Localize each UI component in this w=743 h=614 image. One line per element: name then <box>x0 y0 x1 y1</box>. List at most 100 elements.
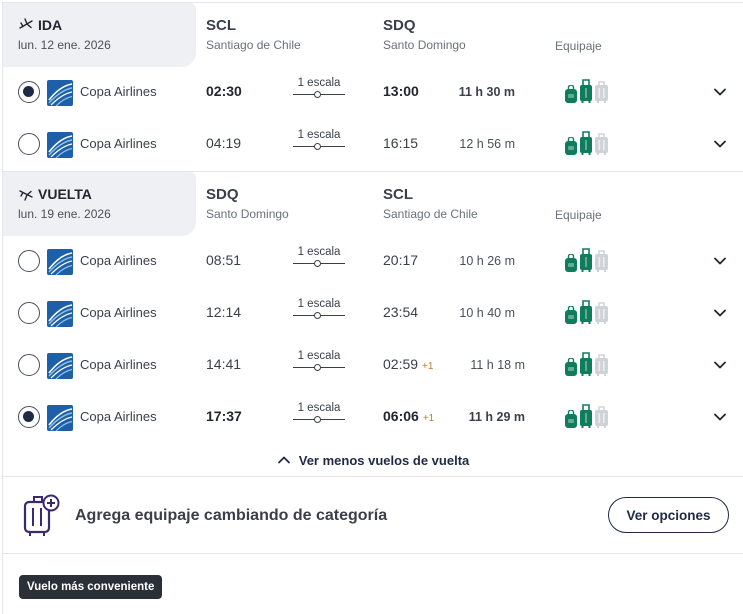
chevron-down-icon[interactable] <box>713 306 727 320</box>
arrival-time: 16:15 <box>383 135 418 151</box>
chevron-up-icon <box>277 456 290 464</box>
return-tag: VUELTA lun. 19 ene. 2026 <box>3 172 196 236</box>
stop-dot <box>314 91 321 98</box>
airline-name: Copa Airlines <box>80 357 157 372</box>
chevron-down-icon[interactable] <box>713 254 727 268</box>
copa-airlines-logo <box>47 249 73 275</box>
flight-select-radio[interactable] <box>18 250 40 272</box>
baggage-icons <box>564 131 609 155</box>
plane-takeoff-icon <box>19 18 33 29</box>
chevron-down-icon[interactable] <box>713 137 727 151</box>
copa-airlines-logo <box>47 405 73 431</box>
backpack-icon <box>565 306 577 324</box>
flight-select-radio[interactable] <box>18 302 40 324</box>
return-header: VUELTA lun. 19 ene. 2026 SDQ Santo Domin… <box>3 172 743 236</box>
arrival-time-value: 02:59 <box>383 356 419 372</box>
stops-indicator: 1 escala <box>293 402 345 423</box>
copa-airlines-logo <box>47 80 73 106</box>
destination-city: Santo Domingo <box>383 38 466 52</box>
airline-name: Copa Airlines <box>80 84 157 99</box>
stop-dot <box>314 143 321 150</box>
chevron-down-icon[interactable] <box>713 410 727 424</box>
flight-duration: 11 h 29 m <box>468 410 525 424</box>
backpack-icon <box>565 358 577 376</box>
checked-bag-icon <box>595 302 608 324</box>
baggage-icons <box>564 248 609 272</box>
baggage-header: Equipaje <box>555 208 602 222</box>
stops-line <box>293 416 345 423</box>
origin-city: Santiago de Chile <box>206 38 301 52</box>
backpack-icon <box>565 410 577 428</box>
outbound-flight-list: Copa Airlines 02:30 1 escala 13:00 11 h 30 m… <box>3 67 743 171</box>
stops-label: 1 escala <box>297 350 341 362</box>
stops-label: 1 escala <box>297 129 341 141</box>
carry-on-icon <box>580 352 592 376</box>
return-destination: SCL Santiago de Chile <box>383 186 478 221</box>
outbound-destination: SDQ Santo Domingo <box>383 17 466 52</box>
stops-label: 1 escala <box>297 246 341 258</box>
outbound-origin: SCL Santiago de Chile <box>206 17 301 52</box>
stops-label: 1 escala <box>297 298 341 310</box>
chevron-down-icon[interactable] <box>713 85 727 99</box>
flight-duration: 12 h 56 m <box>459 137 515 151</box>
upsell-text: Agrega equipaje cambiando de categoría <box>75 507 388 524</box>
flight-select-radio[interactable] <box>18 406 40 428</box>
stops-indicator: 1 escala <box>293 129 345 150</box>
carry-on-icon <box>580 248 592 272</box>
return-flight-list: Copa Airlines 08:51 1 escala 20:17 10 h 26 m… <box>3 236 743 444</box>
flight-option-row[interactable]: Copa Airlines 08:51 1 escala 20:17 10 h 26 m <box>3 236 743 288</box>
stops-line <box>293 260 345 267</box>
origin-city: Santo Domingo <box>206 207 289 221</box>
return-origin: SDQ Santo Domingo <box>206 186 289 221</box>
return-date: lun. 19 ene. 2026 <box>18 207 111 221</box>
show-fewer-label: Ver menos vuelos de vuelta <box>298 452 470 468</box>
airline-name: Copa Airlines <box>80 253 157 268</box>
destination-code: SCL <box>383 186 413 203</box>
stops-indicator: 1 escala <box>293 77 345 98</box>
plane-landing-icon <box>19 190 33 201</box>
departure-time: 08:51 <box>206 252 242 268</box>
stop-dot <box>314 364 321 371</box>
flight-select-radio[interactable] <box>18 81 40 103</box>
flight-option-row[interactable]: Copa Airlines 04:19 1 escala 16:15 12 h 56 m <box>3 119 743 171</box>
origin-code: SCL <box>206 17 236 34</box>
copa-airlines-logo <box>47 353 73 379</box>
flight-option-row[interactable]: Copa Airlines 14:41 1 escala 02:59 +1 11 h 18… <box>3 340 743 392</box>
destination-city: Santiago de Chile <box>383 207 478 221</box>
stops-indicator: 1 escala <box>293 298 345 319</box>
destination-code: SDQ <box>383 17 416 34</box>
baggage-icons <box>564 79 609 103</box>
flight-select-radio[interactable] <box>18 133 40 155</box>
chevron-down-icon[interactable] <box>713 358 727 372</box>
arrival-time: 13:00 <box>383 83 419 99</box>
luggage-add-icon <box>23 494 60 536</box>
flight-option-row[interactable]: Copa Airlines 02:30 1 escala 13:00 11 h 30 m <box>3 67 743 119</box>
flight-select-radio[interactable] <box>18 354 40 376</box>
baggage-header: Equipaje <box>555 39 602 53</box>
carry-on-icon <box>580 300 592 324</box>
show-fewer-return-flights-link[interactable]: Ver menos vuelos de vuelta <box>3 444 743 476</box>
stops-line <box>293 143 345 150</box>
checked-bag-icon <box>595 406 608 428</box>
arrival-time: 02:59 +1 <box>383 356 433 372</box>
see-options-button[interactable]: Ver opciones <box>608 497 729 533</box>
flight-duration: 10 h 26 m <box>459 254 515 268</box>
arrival-time: 20:17 <box>383 252 418 268</box>
flight-option-row[interactable]: Copa Airlines 12:14 1 escala 23:54 10 h 40 m <box>3 288 743 340</box>
arrival-time-value: 06:06 <box>383 408 419 424</box>
checked-bag-icon <box>595 250 608 272</box>
stops-line <box>293 364 345 371</box>
outbound-tag: IDA lun. 12 ene. 2026 <box>3 3 196 67</box>
best-flight-badge: Vuelo más conveniente <box>19 575 163 599</box>
stop-dot <box>314 260 321 267</box>
flight-option-row[interactable]: Copa Airlines 17:37 1 escala 06:06 +1 11 h 29… <box>3 392 743 444</box>
arrival-time-value: 20:17 <box>383 252 419 268</box>
outbound-date: lun. 12 ene. 2026 <box>18 38 111 52</box>
arrival-time-value: 16:15 <box>383 135 419 151</box>
backpack-icon <box>565 85 577 103</box>
checked-bag-icon <box>595 354 608 376</box>
departure-time: 14:41 <box>206 356 242 372</box>
departure-time: 17:37 <box>206 408 242 424</box>
baggage-icons <box>564 300 609 324</box>
